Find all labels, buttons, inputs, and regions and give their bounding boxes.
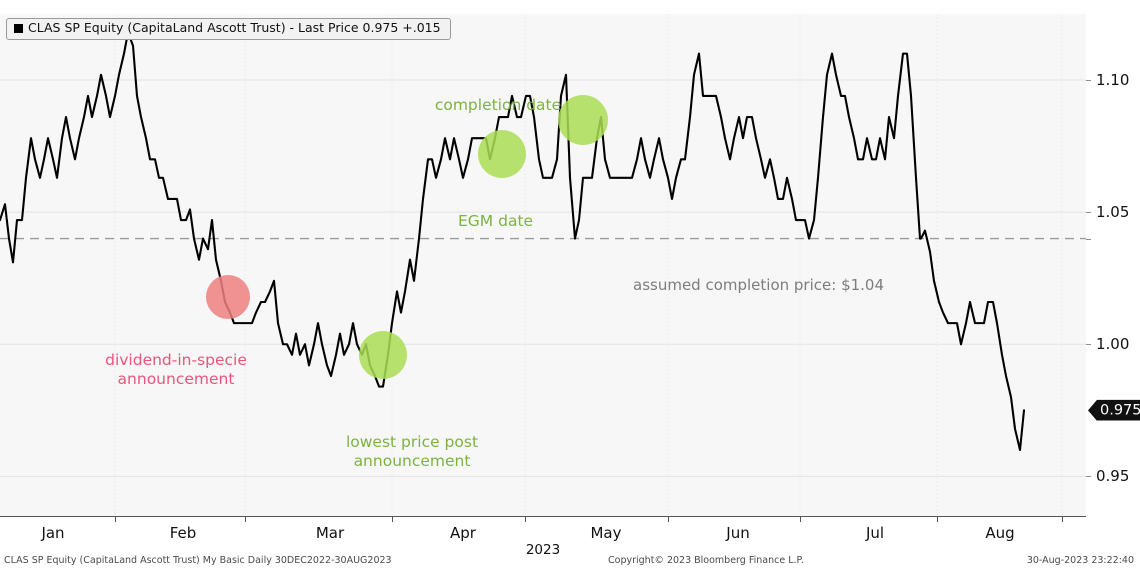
x-tick-label: May — [590, 524, 622, 542]
y-tick-mark — [1086, 476, 1091, 478]
marker-lowest-price — [359, 330, 407, 379]
chart-gridlines — [0, 14, 1086, 516]
x-axis-title: 2023 — [525, 542, 561, 558]
y-tick-label: 0.95 — [1096, 467, 1130, 486]
x-tick-mark — [937, 517, 938, 522]
footer-security-info: CLAS SP Equity (CapitaLand Ascott Trust)… — [4, 555, 392, 566]
x-tick-label: Feb — [169, 524, 197, 542]
x-tick-label: Mar — [315, 524, 345, 542]
x-tick-label: Jul — [865, 524, 885, 542]
x-tick-mark — [800, 517, 801, 522]
x-tick-mark — [115, 517, 116, 522]
y-tick-mark — [1086, 212, 1091, 214]
y-tick-mark-threshold — [1086, 238, 1091, 240]
footer-copyright: Copyright© 2023 Bloomberg Finance L.P. — [608, 555, 804, 566]
y-tick-label: 1.10 — [1096, 71, 1130, 90]
x-axis: 2023 Jan Feb Mar Apr May Jun Jul Aug — [0, 516, 1086, 558]
chart-plot-area — [0, 14, 1086, 516]
x-tick-mark — [245, 517, 246, 522]
x-axis-line — [0, 516, 1086, 517]
x-tick-label: Jan — [41, 524, 65, 542]
x-tick-mark — [392, 517, 393, 522]
threshold-line — [0, 237, 1086, 240]
chart-legend[interactable]: CLAS SP Equity (CapitaLand Ascott Trust)… — [6, 18, 451, 40]
marker-dividend-in-specie — [206, 274, 250, 319]
x-tick-label: Jun — [726, 524, 750, 542]
x-tick-label: Apr — [450, 524, 476, 542]
footer-timestamp: 30-Aug-2023 23:22:40 — [1026, 555, 1134, 566]
legend-label: CLAS SP Equity (CapitaLand Ascott Trust)… — [28, 20, 441, 35]
y-tick-mark — [1086, 344, 1091, 346]
x-tick-label: Aug — [985, 524, 1015, 542]
price-line-series — [0, 31, 1026, 451]
marker-egm-date — [478, 130, 526, 179]
y-axis: 1.10 1.05 1.00 0.95 0.975 — [1086, 14, 1140, 516]
x-tick-mark — [668, 517, 669, 522]
y-tick-label: 1.00 — [1096, 335, 1130, 354]
y-tick-label: 1.05 — [1096, 203, 1130, 222]
x-tick-mark — [1062, 517, 1063, 522]
last-price-tag: 0.975 — [1088, 399, 1140, 421]
marker-completion-date — [558, 94, 608, 145]
series-color-swatch-icon — [14, 23, 23, 33]
x-tick-mark — [525, 517, 526, 522]
chart-footer: CLAS SP Equity (CapitaLand Ascott Trust)… — [0, 552, 1140, 572]
y-tick-mark — [1086, 80, 1091, 82]
